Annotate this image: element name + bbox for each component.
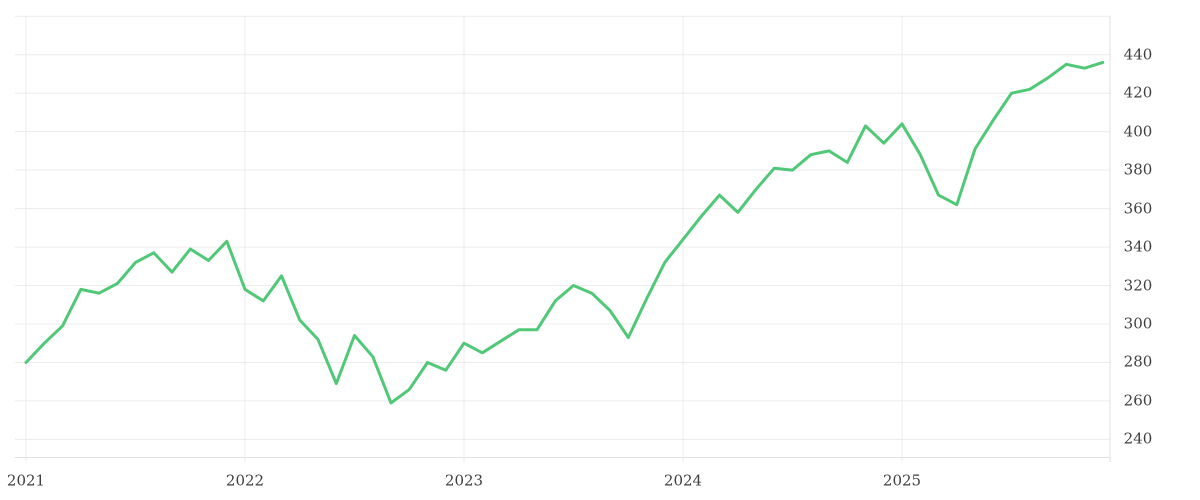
y-axis-label-300: 300 <box>1123 314 1153 333</box>
x-axis-label-2024: 2024 <box>663 471 703 490</box>
x-axis-label-2023: 2023 <box>444 471 484 490</box>
y-axis-label-320: 320 <box>1123 276 1153 295</box>
y-axis-label-400: 400 <box>1123 122 1153 141</box>
x-axis-label-2025: 2025 <box>882 471 922 490</box>
x-axis-label-2022: 2022 <box>225 471 265 490</box>
y-axis-label-260: 260 <box>1123 391 1153 410</box>
y-axis-label-420: 420 <box>1123 83 1153 102</box>
y-axis-label-380: 380 <box>1123 160 1153 179</box>
y-axis-label-360: 360 <box>1123 199 1153 218</box>
x-axis-label-2021: 2021 <box>6 471 46 490</box>
y-axis-label-240: 240 <box>1123 429 1153 448</box>
y-axis-label-440: 440 <box>1123 45 1153 64</box>
price-line-series <box>24 60 1105 405</box>
y-axis-label-340: 340 <box>1123 237 1153 256</box>
y-axis-label-280: 280 <box>1123 352 1153 371</box>
